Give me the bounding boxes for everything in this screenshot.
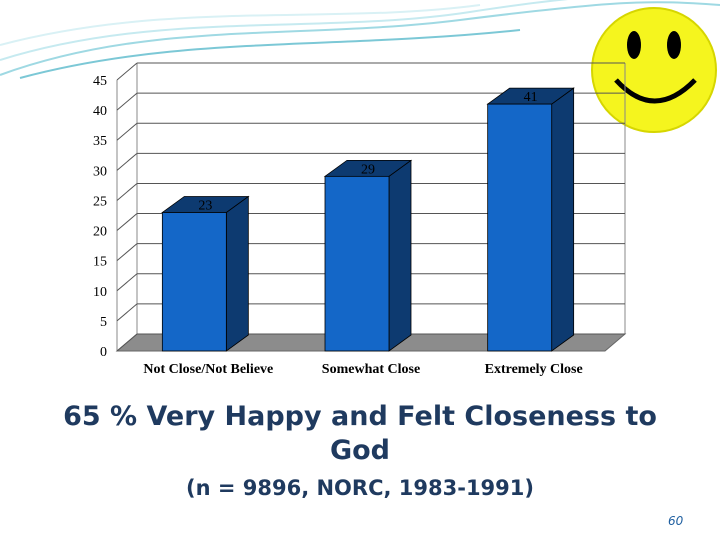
y-tick-label: 25: [93, 194, 107, 209]
bar: [324, 175, 390, 352]
slide-subtitle: (n = 9896, NORC, 1983-1991): [185, 476, 534, 500]
smiley-eye: [627, 31, 641, 59]
y-tick-label: 5: [100, 315, 107, 330]
x-tick-label: Extremely Close: [485, 362, 583, 377]
smiley: [591, 7, 717, 133]
x-tick-label: Not Close/Not Believe: [143, 362, 273, 377]
plot: 0 5 10 15 20 25 30 35 40 45 23 Not Close/Not Believ…: [93, 62, 627, 377]
page-number: 60: [668, 514, 684, 528]
wave: [0, 4, 481, 46]
decoration: [0, 0, 720, 79]
bar-side: [551, 87, 575, 352]
grid-line: [116, 303, 138, 322]
wave: [0, 0, 568, 61]
bar-side: [388, 159, 412, 352]
y-tick-label: 35: [93, 134, 107, 149]
bar: [487, 103, 553, 352]
grid-line: [116, 183, 138, 201]
y-tick-label: 10: [93, 285, 107, 300]
x-tick-label: Somewhat Close: [322, 362, 420, 377]
wave: [0, 1, 720, 76]
slide-title: 65 % Very Happy and Felt Closeness to Go…: [63, 401, 657, 466]
smiley-eye: [667, 31, 681, 59]
y-tick-label: 45: [93, 74, 107, 89]
smiley-mouth: [614, 78, 697, 104]
grid-line: [116, 122, 138, 141]
y-tick-label: 0: [100, 345, 107, 360]
y-tick-label: 40: [93, 104, 107, 119]
grid-line: [116, 62, 138, 81]
smiley-face: [591, 7, 717, 133]
grid-line: [116, 152, 138, 171]
value-label: 41: [524, 90, 538, 105]
grid-line: [116, 273, 138, 292]
wave: [19, 29, 521, 79]
grid-line: [116, 213, 138, 231]
grid-line: [116, 243, 138, 262]
grid-line: [116, 92, 138, 111]
bar: [161, 212, 227, 352]
value-label: 29: [361, 162, 375, 177]
bar-side: [225, 195, 249, 352]
grid-line: [116, 333, 138, 352]
y-tick-label: 15: [93, 255, 107, 270]
value-label: 23: [198, 198, 212, 213]
y-tick-label: 20: [93, 225, 107, 240]
y-tick-label: 30: [93, 164, 107, 179]
